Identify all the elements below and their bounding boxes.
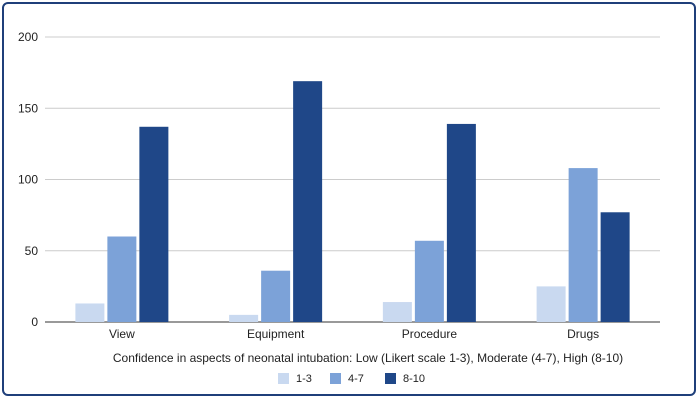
legend-label: 4-7 <box>348 373 364 385</box>
x-category-label: View <box>109 327 135 341</box>
bar-view-8-10 <box>139 126 169 323</box>
x-category-label: Procedure <box>402 327 458 341</box>
bar-drugs-4-7 <box>568 168 598 322</box>
y-tick-label: 0 <box>31 315 38 329</box>
bar-view-1-3 <box>75 303 105 322</box>
gridlines <box>45 36 660 323</box>
x-axis-label: Confidence in aspects of neonatal intuba… <box>113 351 623 365</box>
legend-label: 8-10 <box>403 373 425 385</box>
x-axis-categories: View Equipment Procedure Drugs <box>109 327 599 341</box>
bar-view-4-7 <box>107 236 137 322</box>
bar-equipment-8-10 <box>293 81 323 322</box>
bar-procedure-4-7 <box>414 240 444 322</box>
bar-equipment-4-7 <box>261 270 291 322</box>
legend-label: 1-3 <box>296 373 312 385</box>
bar-equipment-1-3 <box>229 314 259 322</box>
y-tick-label: 150 <box>18 101 38 115</box>
y-tick-label: 200 <box>18 30 38 44</box>
legend-swatch-4-7 <box>330 373 341 384</box>
legend-swatch-1-3 <box>278 373 289 384</box>
legend-swatch-8-10 <box>385 373 396 384</box>
bar-procedure-1-3 <box>382 302 412 322</box>
bars <box>75 81 630 323</box>
x-category-label: Equipment <box>247 327 305 341</box>
x-category-label: Drugs <box>567 327 599 341</box>
bar-drugs-8-10 <box>600 212 630 322</box>
bar-drugs-1-3 <box>536 286 566 322</box>
y-tick-label: 100 <box>18 173 38 187</box>
bar-procedure-8-10 <box>446 123 476 322</box>
y-axis-ticks: 0 50 100 150 200 <box>18 30 38 329</box>
legend: 1-3 4-7 8-10 <box>278 373 425 385</box>
y-tick-label: 50 <box>25 244 39 258</box>
